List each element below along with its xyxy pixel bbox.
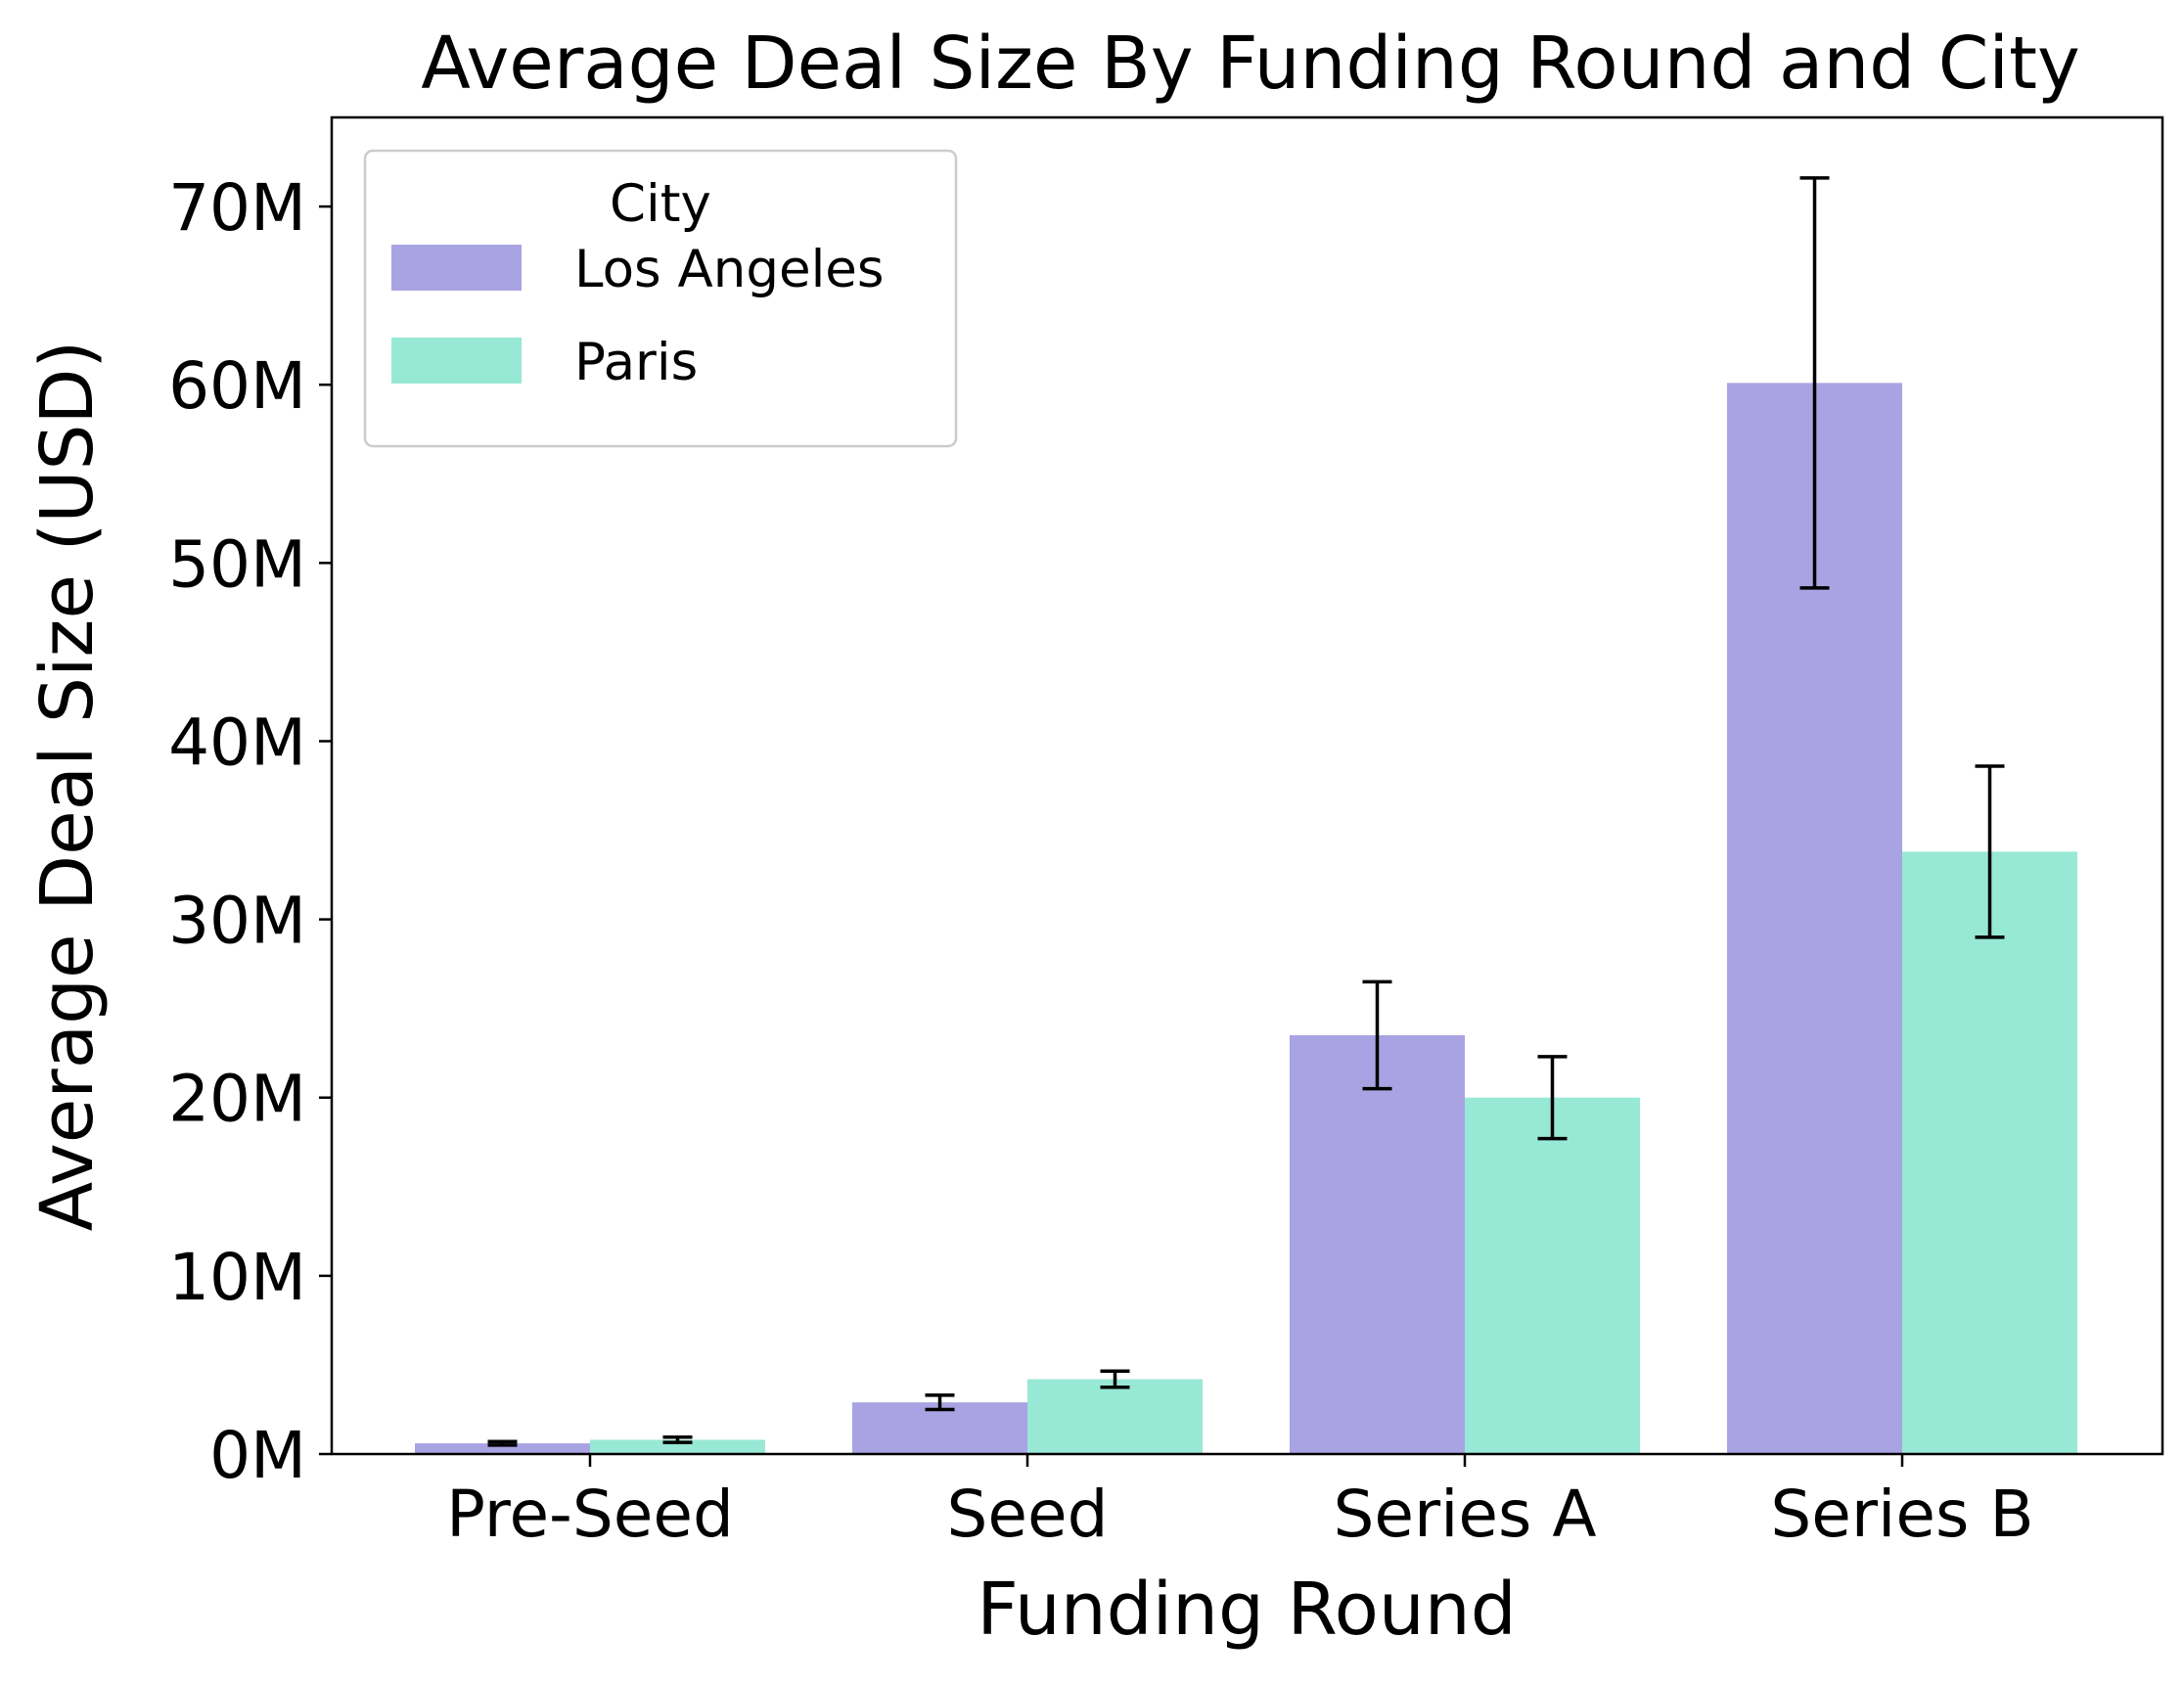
chart-title: Average Deal Size By Funding Round and C… [421,22,2080,106]
error-bars-layer [487,176,2005,1447]
y-axis-label: Average Deal Size (USD) [25,341,110,1232]
y-tick-label: 30M [168,884,306,959]
legend-swatch [391,338,522,384]
error-bar-los-angeles-series-b [1799,176,1830,590]
y-tick-label: 60M [168,348,306,424]
y-tick-label: 40M [168,705,306,780]
bars-layer [415,383,2077,1454]
y-tick-label: 70M [168,170,306,246]
y-tick-label: 0M [209,1418,306,1493]
x-axis-label: Funding Round [977,1568,1516,1652]
legend: City Los Angeles Paris [363,149,958,448]
legend-item-paris: Paris [391,333,698,392]
legend-label: Paris [574,333,698,392]
y-axis: 0M 10M 20M 30M 40M 50M 60M 70M [168,170,332,1493]
y-tick-label: 10M [168,1240,306,1315]
legend-items: Los Angeles Paris [391,240,885,392]
error-bar-paris-seed [1100,1369,1130,1389]
error-bar-paris-series-b [1975,764,2005,939]
bar-los-angeles-series-a [1290,1034,1465,1454]
error-bar-los-angeles-series-a [1362,979,1392,1091]
y-tick-label: 20M [168,1062,306,1137]
x-tick-label: Pre-Seed [446,1477,734,1552]
bar-paris-pre-seed [590,1439,765,1454]
legend-label: Los Angeles [574,240,885,299]
plot-frame [330,115,2164,1456]
bar-los-angeles-pre-seed [415,1443,590,1454]
x-tick-label: Seed [947,1477,1109,1552]
y-tick-label: 50M [168,526,306,602]
bar-paris-seed [1027,1379,1203,1454]
x-tick-label: Series B [1770,1477,2033,1552]
error-bar-los-angeles-pre-seed [487,1439,518,1447]
bar-paris-series-a [1465,1097,1640,1454]
legend-swatch [391,245,522,291]
error-bar-los-angeles-seed [925,1393,955,1412]
x-tick-label: Series A [1333,1477,1596,1552]
legend-title: City [610,174,711,234]
bar-paris-series-b [1902,851,2077,1454]
error-bar-paris-pre-seed [662,1434,693,1444]
x-axis: Pre-Seed Seed Series A Series B [446,1454,2034,1552]
error-bar-paris-series-a [1537,1055,1568,1141]
legend-item-los-angeles: Los Angeles [391,240,885,299]
